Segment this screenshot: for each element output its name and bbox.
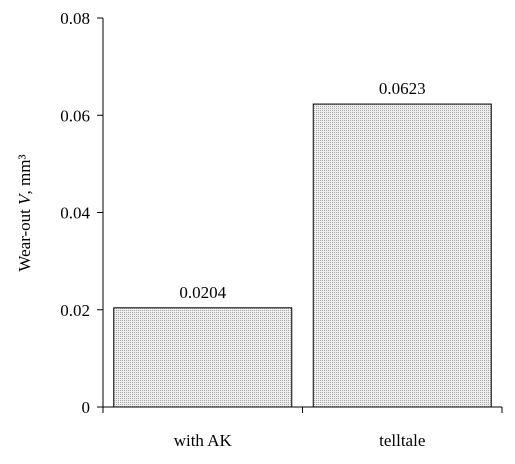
y-tick-label: 0.08 [60,9,90,28]
bar [312,103,492,408]
data-label: 0.0623 [379,79,426,98]
labels: 0 0.02 0.04 0.06 0.08 0.0204 with AK 0.0623 tell… [60,9,425,450]
bar [113,307,293,408]
y-tick-label: 0 [82,398,91,417]
bars [113,103,492,408]
y-tick-label: 0.06 [60,106,90,125]
y-tick-label: 0.02 [60,301,90,320]
x-category-label: telltale [379,431,425,450]
y-axis-label: Wear-out V, mm³ [15,154,34,271]
y-tick-label: 0.04 [60,204,90,223]
data-label: 0.0204 [179,283,226,302]
x-category-label: with AK [174,431,233,450]
